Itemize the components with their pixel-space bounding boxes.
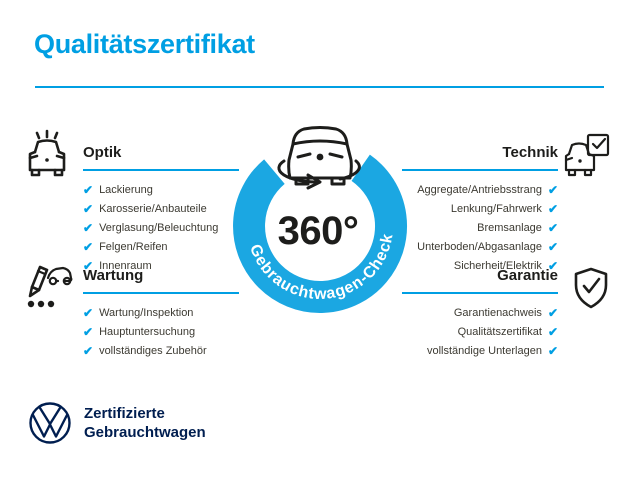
- section-title: Technik: [502, 144, 558, 161]
- checklist-item-label: Lackierung: [99, 183, 153, 196]
- checklist-item-label: Karosserie/Anbauteile: [99, 202, 207, 215]
- checklist-item-label: Garantienachweis: [453, 306, 542, 319]
- checklist-item: ✔ Hauptuntersuchung: [83, 322, 239, 341]
- checklist-item-label: Hauptuntersuchung: [99, 325, 196, 338]
- checklist-item: ✔ Wartung/Inspektion: [83, 303, 239, 322]
- footer-line-2: Gebrauchtwagen: [84, 424, 206, 441]
- section-underline: [402, 169, 558, 171]
- checklist-item-label: Felgen/Reifen: [99, 240, 168, 253]
- check-icon: ✔: [83, 324, 94, 339]
- section-underline: [83, 169, 239, 171]
- checklist-item: ✔ vollständiges Zubehör: [83, 341, 239, 360]
- section-title: Optik: [83, 144, 122, 161]
- checklist-item-label: Innenraum: [99, 259, 152, 272]
- page-title: Qualitätszertifikat: [34, 29, 255, 59]
- checklist-item: ✔ Verglasung/Beleuchtung: [83, 218, 239, 237]
- check-icon: ✔: [83, 201, 94, 216]
- check-icon: ✔: [547, 239, 558, 254]
- title-rule: [35, 86, 604, 88]
- section-optik: Optik ✔ Lackierung ✔ Karosserie/Anbauteile…: [83, 144, 239, 275]
- shield-check-icon: [574, 267, 608, 309]
- check-icon: ✔: [547, 324, 558, 339]
- checklist-item-label: Wartung/Inspektion: [99, 306, 194, 319]
- vw-logo-icon: [29, 402, 71, 444]
- service-checklist-icon: [27, 265, 73, 308]
- section-garantie: Garantie ✔ Garantienachweis ✔ Qualitätszer…: [402, 267, 558, 360]
- checklist: ✔ Aggregate/Antriebsstrang ✔ Lenkung/Fahrw…: [402, 180, 558, 275]
- 360-check-graphic: Gebrauchtwagen-Check 360°: [233, 126, 408, 313]
- check-icon: ✔: [83, 239, 94, 254]
- checklist-item-label: Aggregate/Antriebsstrang: [417, 183, 542, 196]
- check-icon: ✔: [83, 305, 94, 320]
- section-underline: [83, 292, 239, 294]
- section-underline: [402, 292, 558, 294]
- check-icon: ✔: [547, 258, 558, 273]
- car-rotation-icon: [277, 126, 361, 190]
- check-icon: ✔: [83, 258, 94, 273]
- checklist-item: ✔ Lackierung: [83, 180, 239, 199]
- checklist-item-label: Verglasung/Beleuchtung: [99, 221, 219, 234]
- checklist: ✔ Lackierung ✔ Karosserie/Anbauteile ✔ Verg…: [83, 180, 239, 275]
- checklist-item-label: vollständiges Zubehör: [99, 344, 207, 357]
- checklist-item-label: vollständige Unterlagen: [426, 344, 542, 357]
- footer-brand-text: Zertifizierte Gebrauchtwagen: [84, 404, 206, 442]
- car-checkbox-icon: [564, 133, 610, 177]
- checklist-item: ✔ Bremsanlage: [402, 218, 558, 237]
- check-icon: ✔: [547, 201, 558, 216]
- section-technik: Technik ✔ Aggregate/Antriebsstrang ✔ Lenku…: [402, 144, 558, 275]
- checklist-item-label: Unterboden/Abgasanlage: [417, 240, 542, 253]
- checklist-item: ✔ Unterboden/Abgasanlage: [402, 237, 558, 256]
- checklist: ✔ Garantienachweis ✔ Qualitätszertifikat ✔…: [402, 303, 558, 360]
- checklist-item: ✔ Qualitätszertifikat: [402, 322, 558, 341]
- checklist-item-label: Qualitätszertifikat: [457, 325, 542, 338]
- car-front-shine-icon: [28, 129, 66, 177]
- checklist-item-label: Bremsanlage: [477, 221, 542, 234]
- checklist-item: ✔ Lenkung/Fahrwerk: [402, 199, 558, 218]
- blue-ring: [233, 154, 408, 313]
- section-title: Wartung: [83, 267, 144, 284]
- 360-degree-label: 360°: [278, 209, 359, 253]
- check-icon: ✔: [83, 343, 94, 358]
- checklist-item: ✔ Garantienachweis: [402, 303, 558, 322]
- checklist-item: ✔ Aggregate/Antriebsstrang: [402, 180, 558, 199]
- checklist-item: ✔ Innenraum: [83, 256, 239, 275]
- checklist: ✔ Wartung/Inspektion ✔ Hauptuntersuchung ✔…: [83, 303, 239, 360]
- check-icon: ✔: [547, 305, 558, 320]
- footer-line-1: Zertifizierte: [84, 405, 165, 422]
- check-icon: ✔: [83, 220, 94, 235]
- checklist-item: ✔ vollständige Unterlagen: [402, 341, 558, 360]
- section-title: Garantie: [497, 267, 558, 284]
- check-icon: ✔: [547, 220, 558, 235]
- checklist-item-label: Lenkung/Fahrwerk: [450, 202, 542, 215]
- checklist-item-label: Sicherheit/Elektrik: [453, 259, 542, 272]
- check-icon: ✔: [83, 182, 94, 197]
- checklist-item: ✔ Felgen/Reifen: [83, 237, 239, 256]
- checklist-item: ✔ Karosserie/Anbauteile: [83, 199, 239, 218]
- section-wartung: Wartung ✔ Wartung/Inspektion ✔ Hauptunters…: [83, 267, 239, 360]
- check-icon: ✔: [547, 343, 558, 358]
- check-icon: ✔: [547, 182, 558, 197]
- checklist-item: ✔ Sicherheit/Elektrik: [402, 256, 558, 275]
